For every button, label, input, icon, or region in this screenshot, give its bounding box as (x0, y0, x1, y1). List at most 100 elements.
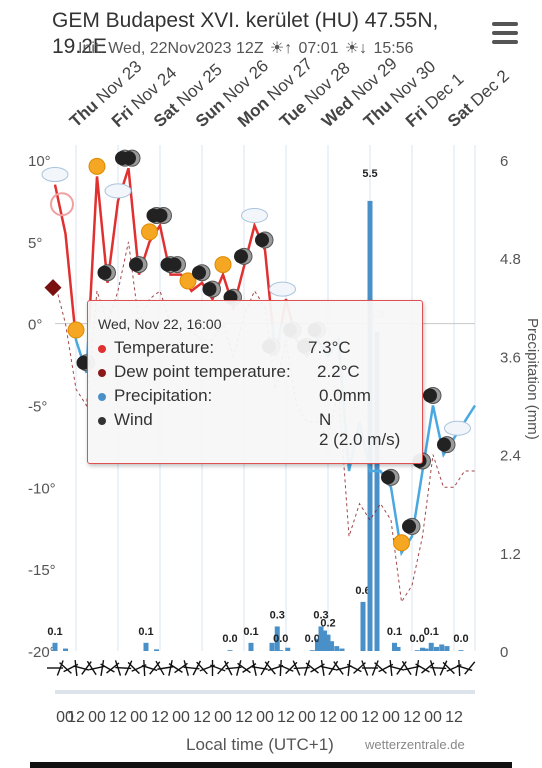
tooltip-row-wind: Wind (98, 409, 153, 431)
wind-arrow (415, 663, 430, 673)
dewpoint-dot (98, 368, 106, 377)
cloud-icon (269, 281, 296, 297)
precip-value-label: 0.3 (313, 609, 328, 621)
day-date: Dec 2 (467, 66, 513, 110)
wind-arrow (100, 663, 115, 673)
x-tick-label: 00 (172, 709, 190, 726)
precip-value-label: 0.1 (243, 626, 258, 638)
precip-bar (309, 650, 315, 651)
moon-shadow (153, 208, 168, 223)
precip-value-label: 0.0 (410, 633, 425, 645)
wind-arrow (236, 660, 242, 676)
x-tick-label: 12 (235, 709, 253, 726)
sunset-time: 15:56 (373, 40, 414, 57)
wind-arrow (279, 659, 282, 677)
temperature-line (53, 167, 294, 324)
cloud-icon (241, 207, 268, 223)
moon-shadow (202, 282, 217, 297)
wind-arrow (168, 663, 183, 673)
wind-arrow (73, 665, 90, 671)
wind-arrow (346, 663, 362, 673)
tooltip-value-precipitation: 0.0mm (319, 386, 371, 405)
precip-bar (423, 648, 429, 651)
wind-arrow (415, 659, 420, 677)
wind-strip-base (55, 690, 475, 694)
tooltip-row-dewpoint: Dew point temperature: (98, 361, 291, 383)
precip-value-label: 0.0 (273, 633, 288, 645)
wind-arrow (401, 660, 412, 676)
precip-value-label: 0.1 (424, 626, 439, 638)
precip-value-label: 0.3 (270, 609, 285, 621)
moon-shadow (234, 249, 248, 264)
wind-arrow (59, 662, 72, 674)
wind-arrow (192, 660, 202, 676)
precip-bar (269, 642, 275, 651)
wind-arrow (74, 659, 78, 677)
hover-marker-dewpoint (44, 279, 62, 297)
x-tick-label: 12 (193, 709, 211, 726)
moon-shadow (381, 470, 395, 485)
wind-arrow (141, 664, 158, 672)
wind-arrow (143, 659, 146, 677)
wind-arrow (196, 661, 208, 675)
precip-bar (143, 642, 149, 651)
cloud-icon (444, 420, 471, 436)
x-tick-label: 00 (88, 709, 106, 726)
wind-arrow (127, 661, 140, 675)
moon-shadow (423, 388, 437, 403)
tooltip-value-wind-dir: N (319, 410, 332, 429)
sunset-icon: ☀︎↓ (344, 40, 368, 57)
x-tick-label: 00 (424, 709, 442, 726)
precip-value-label: 0.2 (320, 618, 335, 630)
bottom-bar (30, 762, 512, 768)
wind-arrow (388, 665, 405, 671)
wind-arrow (303, 660, 311, 676)
wind-arrow (237, 662, 251, 674)
precip-value-label: 0.1 (138, 626, 153, 638)
wind-arrow (328, 660, 339, 676)
y-right-tick: 2.4 (500, 448, 521, 465)
wind-arrow (252, 660, 257, 676)
sunrise-icon: ☀︎↑ (269, 40, 293, 57)
y-left-tick: 5° (28, 235, 42, 252)
precip-bar (428, 642, 434, 651)
location-title: GEM Budapest XVI. kerület (HU) 47.55N, 1… (52, 9, 439, 58)
wind-arrow (333, 661, 344, 675)
precip-bar (420, 647, 425, 651)
wind-dot (98, 416, 106, 425)
tooltip-label: Wind (114, 410, 153, 429)
x-tick-label: 00 (382, 709, 400, 726)
precip-bar (318, 626, 324, 651)
temperature-dot (98, 344, 106, 353)
precip-bar (274, 626, 280, 651)
y-left-tick: -15° (28, 562, 56, 579)
y-right-tick: 1.2 (500, 546, 521, 563)
precip-bar (458, 650, 464, 651)
moon-shadow (122, 151, 136, 166)
wind-arrow (278, 664, 294, 672)
credit-link[interactable]: wetterzentrale.de (365, 737, 465, 752)
precip-bar (439, 644, 445, 651)
sun-icon (179, 272, 197, 290)
precip-value-label: 0.1 (47, 626, 62, 638)
moon-shadow (255, 233, 269, 248)
wind-arrow (264, 661, 276, 675)
cloud-icon (41, 167, 69, 183)
precip-bar (52, 642, 58, 651)
x-tick-label: 12 (361, 709, 379, 726)
wind-arrow (100, 659, 105, 677)
sunrise-time: 07:01 (298, 40, 339, 57)
precip-value-label: 0.0 (453, 633, 468, 645)
precip-bar (63, 648, 68, 651)
tooltip-label: Precipitation: (114, 386, 213, 405)
wind-arrow (320, 659, 325, 677)
hover-marker-temperature (50, 192, 74, 217)
moon-shadow (129, 257, 143, 272)
page-title: GEM Budapest XVI. kerület (HU) 47.55N, 1… (52, 8, 472, 60)
wind-arrow (124, 660, 133, 676)
tooltip-value-temperature: 7.3°C (308, 338, 351, 357)
menu-icon[interactable] (492, 22, 518, 44)
y-left-tick: -10° (28, 480, 56, 497)
x-axis-title: Local time (UTC+1) (186, 735, 334, 754)
precip-bar (374, 331, 380, 651)
